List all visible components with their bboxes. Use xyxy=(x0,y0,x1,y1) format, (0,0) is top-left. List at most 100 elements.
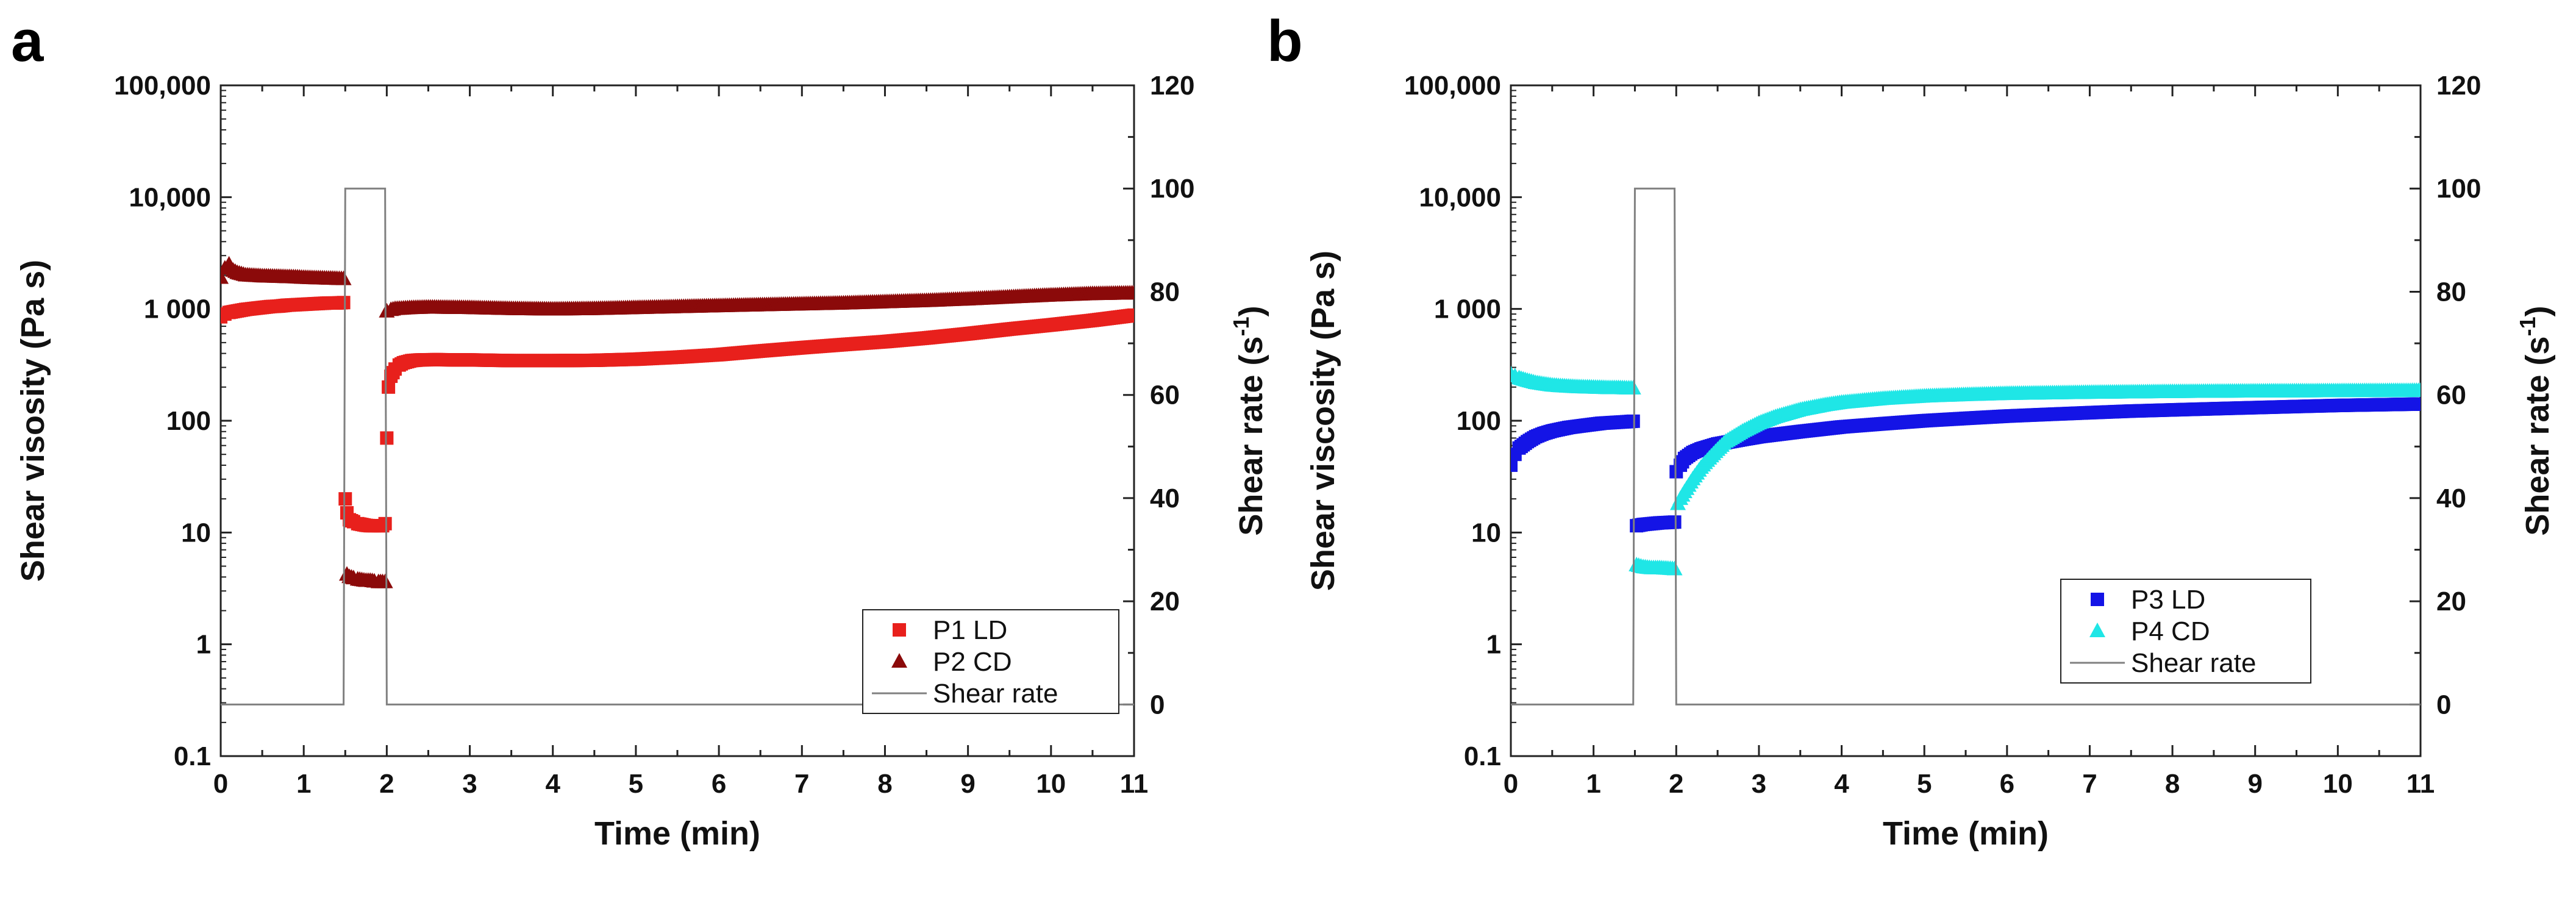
x-tick-label: 3 xyxy=(1752,769,1766,799)
y-right-tick-label: 40 xyxy=(2436,484,2466,513)
x-tick-label: 4 xyxy=(1834,769,1849,799)
x-tick-label: 10 xyxy=(1036,769,1066,799)
data-point xyxy=(338,492,352,506)
panel-label: b xyxy=(1267,9,1303,74)
x-tick-label: 2 xyxy=(1669,769,1683,799)
x-tick-label: 11 xyxy=(1120,769,1149,799)
x-tick-label: 10 xyxy=(2323,769,2353,799)
x-tick-label: 1 xyxy=(296,769,311,799)
series-p2-cd xyxy=(221,255,1134,588)
y-left-tick-label: 100 xyxy=(1457,406,1501,436)
y-right-axis-title-sup: -1 xyxy=(2515,316,2540,336)
data-layer xyxy=(1511,187,2421,705)
series-p4-cd xyxy=(1511,365,2421,576)
y-right-tick-label: 40 xyxy=(1150,484,1180,513)
y-right-tick-label: 120 xyxy=(1150,71,1194,101)
y-right-tick-label: 100 xyxy=(2436,174,2481,204)
y-right-tick-label: 80 xyxy=(2436,277,2466,307)
y-left-tick-label: 1 000 xyxy=(144,295,211,324)
y-left-tick-label: 100,000 xyxy=(114,71,211,101)
x-tick-label: 7 xyxy=(794,769,809,799)
data-point xyxy=(1511,458,1518,472)
x-tick-label: 6 xyxy=(2000,769,2014,799)
legend-marker-triangle xyxy=(2089,623,2105,637)
y-right-tick-label: 0 xyxy=(1150,690,1165,720)
x-tick-label: 6 xyxy=(712,769,726,799)
series-p1-ld xyxy=(221,296,1134,533)
data-point xyxy=(335,270,352,285)
y-left-tick-label: 0.1 xyxy=(174,741,211,771)
y-left-tick-label: 1 000 xyxy=(1434,295,1501,324)
data-point xyxy=(1668,515,1682,529)
legend-label: P1 LD xyxy=(933,615,1007,645)
y-right-axis-title: Shear rate (s-1) xyxy=(2515,305,2556,535)
data-point xyxy=(2414,397,2421,411)
panel-label: a xyxy=(11,9,44,74)
x-tick-label: 9 xyxy=(2247,769,2262,799)
data-point xyxy=(1625,379,1641,395)
y-right-axis-title-main: Shear rate (s xyxy=(1233,336,1269,535)
x-tick-label: 7 xyxy=(2082,769,2097,799)
y-left-tick-label: 10 xyxy=(1471,518,1501,548)
y-left-tick-label: 10 xyxy=(181,518,211,548)
x-tick-label: 9 xyxy=(960,769,975,799)
shear-rate-line xyxy=(1511,187,2421,705)
x-tick-label: 11 xyxy=(2407,769,2435,799)
y-left-tick-label: 10,000 xyxy=(129,182,211,212)
y-right-tick-label: 60 xyxy=(1150,380,1180,410)
chart-panel-b: b 0 1 2 3 4 5 6 7 8 9 10 11 0.1 1 10 100 1 000 10,000 100,0… xyxy=(1267,9,2556,852)
data-point xyxy=(1127,308,1134,322)
chart-panel-a: a 0 1 2 3 4 5 6 7 8 9 10 11 0.1 1 10 100 1 000 10,000 100,0… xyxy=(11,9,1269,852)
legend-label: Shear rate xyxy=(933,679,1058,709)
y-left-tick-label: 100,000 xyxy=(1404,71,1501,101)
legend-label: P2 CD xyxy=(933,647,1012,677)
x-tick-label: 5 xyxy=(629,769,643,799)
x-tick-label: 0 xyxy=(1504,769,1518,799)
y-right-axis-title-close: ) xyxy=(1233,305,1269,316)
y-left-axis-title: Shear visosity (Pa s) xyxy=(15,260,51,582)
series-shear-rate xyxy=(1511,187,2421,705)
x-tick-label: 1 xyxy=(1586,769,1600,799)
y-right-axis-title-sup: -1 xyxy=(1229,316,1254,336)
y-right-tick-label: 60 xyxy=(2436,380,2466,410)
data-point xyxy=(337,296,351,310)
x-tick-label: 2 xyxy=(379,769,394,799)
x-tick-label: 8 xyxy=(877,769,892,799)
x-tick-label: 3 xyxy=(462,769,477,799)
y-right-tick-label: 100 xyxy=(1150,174,1194,204)
y-left-axis-title: Shear viscosity (Pa s) xyxy=(1305,251,1341,591)
legend-marker-triangle xyxy=(891,653,907,668)
data-point xyxy=(2413,382,2421,398)
y-right-tick-label: 0 xyxy=(2436,690,2451,720)
data-point xyxy=(1126,285,1134,300)
legend-marker-square xyxy=(893,623,906,637)
legend-label: P4 CD xyxy=(2131,616,2210,646)
y-left-tick-label: 1 xyxy=(196,630,211,660)
x-tick-label: 5 xyxy=(1917,769,1932,799)
y-right-tick-label: 80 xyxy=(1150,277,1180,307)
y-right-tick-label: 120 xyxy=(2436,71,2481,101)
x-axis-title: Time (min) xyxy=(1883,815,2049,852)
x-axis-title: Time (min) xyxy=(594,815,760,852)
y-right-axis-title-main: Shear rate (s xyxy=(2519,336,2556,535)
x-tick-label: 4 xyxy=(545,769,560,799)
legend-label: P3 LD xyxy=(2131,585,2205,615)
data-point xyxy=(378,516,392,530)
y-right-axis-title-close: ) xyxy=(2519,305,2556,316)
data-point xyxy=(1666,560,1683,576)
data-layer xyxy=(221,187,1134,705)
y-left-tick-label: 100 xyxy=(166,406,211,436)
y-right-tick-label: 20 xyxy=(2436,587,2466,616)
data-point xyxy=(377,573,393,588)
legend-marker-square xyxy=(2091,593,2104,606)
y-left-tick-label: 0.1 xyxy=(1464,741,1501,771)
series-p3-ld xyxy=(1511,397,2421,533)
x-tick-label: 8 xyxy=(2165,769,2180,799)
y-left-tick-label: 1 xyxy=(1486,630,1501,660)
shear-rate-line xyxy=(221,187,1134,705)
y-right-axis-title: Shear rate (s-1) xyxy=(1229,305,1269,535)
y-right-tick-label: 20 xyxy=(1150,587,1180,616)
